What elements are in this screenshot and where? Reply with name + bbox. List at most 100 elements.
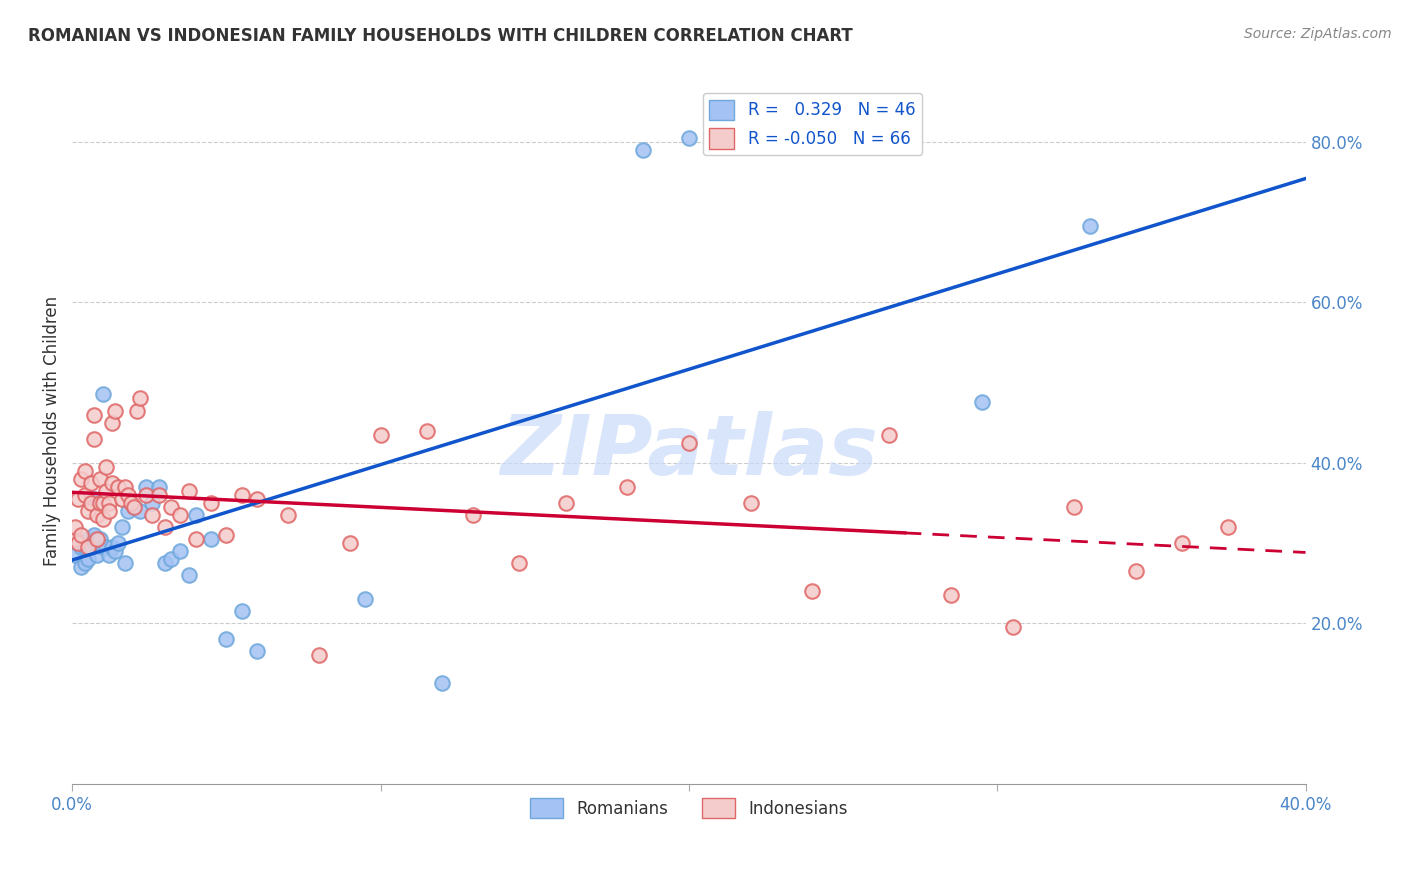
Point — [94, 459, 117, 474]
Point — [200, 532, 222, 546]
Point — [114, 480, 136, 494]
Point — [231, 488, 253, 502]
Point — [122, 500, 145, 514]
Point — [432, 676, 454, 690]
Point — [179, 568, 201, 582]
Point — [73, 540, 96, 554]
Point — [215, 528, 238, 542]
Point — [1063, 500, 1085, 514]
Point — [122, 500, 145, 514]
Point — [939, 588, 962, 602]
Point — [76, 540, 98, 554]
Point — [215, 632, 238, 647]
Point — [631, 143, 654, 157]
Point — [354, 592, 377, 607]
Point — [67, 536, 90, 550]
Point — [114, 556, 136, 570]
Point — [308, 648, 330, 663]
Point — [101, 540, 124, 554]
Point — [110, 520, 132, 534]
Point — [117, 488, 139, 502]
Point — [104, 403, 127, 417]
Point — [179, 483, 201, 498]
Point — [83, 432, 105, 446]
Point — [277, 508, 299, 522]
Point — [246, 491, 269, 506]
Point — [339, 536, 361, 550]
Point — [141, 508, 163, 522]
Text: ZIPatlas: ZIPatlas — [501, 411, 877, 492]
Point — [508, 556, 530, 570]
Point — [94, 483, 117, 498]
Point — [101, 416, 124, 430]
Point — [169, 508, 191, 522]
Text: Source: ZipAtlas.com: Source: ZipAtlas.com — [1244, 27, 1392, 41]
Point — [1125, 564, 1147, 578]
Point — [70, 560, 93, 574]
Point — [73, 488, 96, 502]
Point — [86, 536, 108, 550]
Point — [107, 480, 129, 494]
Point — [70, 472, 93, 486]
Point — [98, 548, 121, 562]
Point — [73, 556, 96, 570]
Point — [83, 491, 105, 506]
Point — [76, 504, 98, 518]
Point — [89, 472, 111, 486]
Point — [83, 528, 105, 542]
Point — [70, 528, 93, 542]
Point — [231, 604, 253, 618]
Point — [1001, 620, 1024, 634]
Point — [135, 488, 157, 502]
Point — [89, 532, 111, 546]
Point — [160, 500, 183, 514]
Point — [129, 504, 152, 518]
Point — [153, 556, 176, 570]
Point — [65, 520, 87, 534]
Point — [1171, 536, 1194, 550]
Point — [73, 464, 96, 478]
Point — [80, 540, 103, 554]
Point — [65, 548, 87, 562]
Point — [1078, 219, 1101, 233]
Point — [184, 508, 207, 522]
Point — [83, 408, 105, 422]
Point — [83, 532, 105, 546]
Point — [107, 536, 129, 550]
Point — [86, 548, 108, 562]
Point — [877, 427, 900, 442]
Y-axis label: Family Households with Children: Family Households with Children — [44, 295, 60, 566]
Point — [80, 475, 103, 490]
Point — [970, 395, 993, 409]
Point — [616, 480, 638, 494]
Point — [1218, 520, 1240, 534]
Point — [117, 504, 139, 518]
Point — [80, 496, 103, 510]
Point — [141, 496, 163, 510]
Point — [416, 424, 439, 438]
Point — [740, 496, 762, 510]
Point — [76, 532, 98, 546]
Point — [101, 475, 124, 490]
Point — [148, 488, 170, 502]
Point — [91, 496, 114, 510]
Point — [86, 508, 108, 522]
Point — [98, 496, 121, 510]
Point — [370, 427, 392, 442]
Point — [153, 520, 176, 534]
Point — [554, 496, 576, 510]
Point — [76, 552, 98, 566]
Point — [120, 496, 142, 510]
Point — [148, 480, 170, 494]
Point — [104, 544, 127, 558]
Point — [135, 480, 157, 494]
Point — [129, 392, 152, 406]
Text: ROMANIAN VS INDONESIAN FAMILY HOUSEHOLDS WITH CHILDREN CORRELATION CHART: ROMANIAN VS INDONESIAN FAMILY HOUSEHOLDS… — [28, 27, 853, 45]
Point — [91, 540, 114, 554]
Point — [678, 130, 700, 145]
Point — [98, 504, 121, 518]
Point — [125, 403, 148, 417]
Point — [70, 540, 93, 554]
Point — [184, 532, 207, 546]
Legend: Romanians, Indonesians: Romanians, Indonesians — [523, 791, 855, 825]
